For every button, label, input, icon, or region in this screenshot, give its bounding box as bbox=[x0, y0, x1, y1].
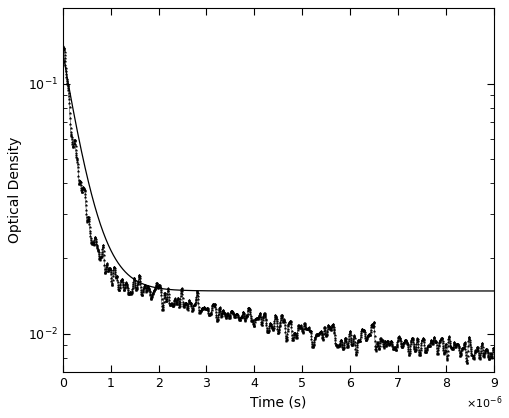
Text: $\times 10^{-6}$: $\times 10^{-6}$ bbox=[465, 394, 501, 410]
Y-axis label: Optical Density: Optical Density bbox=[8, 137, 22, 243]
X-axis label: Time (s): Time (s) bbox=[249, 396, 306, 410]
